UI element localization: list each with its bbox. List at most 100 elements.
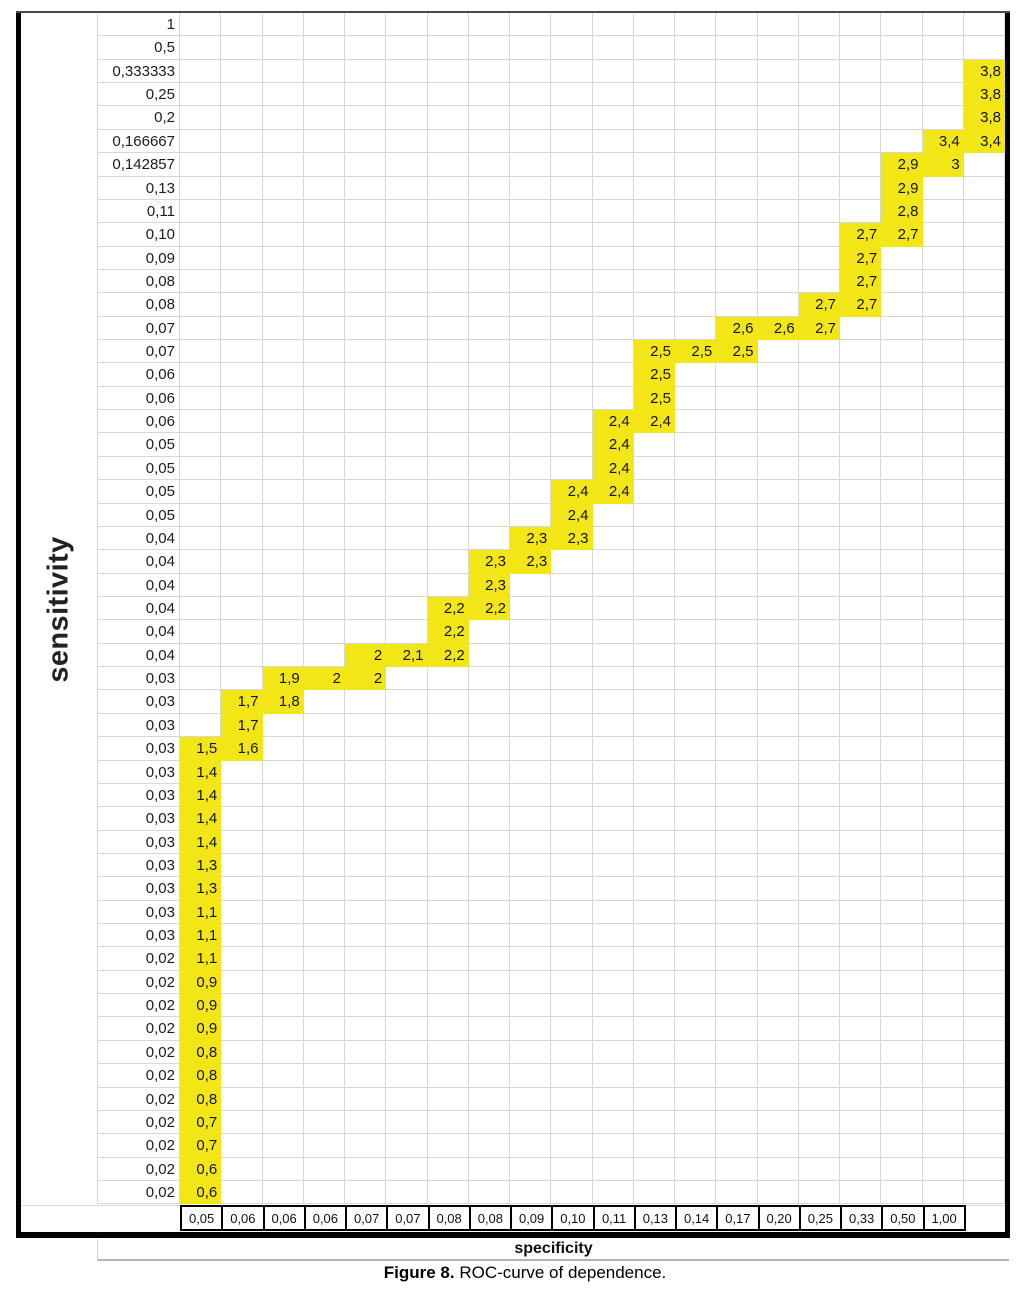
grid-cell <box>180 550 222 574</box>
grid-cell <box>427 456 469 481</box>
roc-step-cell: 2,3 <box>510 550 552 574</box>
grid-cell <box>303 83 345 107</box>
grid-cell <box>345 456 387 481</box>
grid-cell <box>551 176 593 200</box>
grid-cell <box>633 1180 675 1205</box>
grid-cell <box>633 853 675 878</box>
grid-cell <box>840 550 882 574</box>
grid-cell <box>427 550 469 574</box>
grid-cell <box>592 807 634 831</box>
grid-cell <box>303 363 345 387</box>
grid-cell <box>468 807 510 831</box>
grid-cell <box>551 1040 593 1065</box>
grid-cell <box>592 596 634 621</box>
grid-cell <box>180 573 222 597</box>
grid-cell <box>633 1110 675 1135</box>
grid-cell <box>510 1064 552 1088</box>
grid-cell <box>262 760 304 784</box>
grid-cell <box>757 199 799 224</box>
grid-cell <box>633 1040 675 1065</box>
grid-cell <box>963 900 1005 925</box>
roc-step-cell: 0,8 <box>180 1064 222 1088</box>
grid-cell <box>303 503 345 527</box>
grid-cell <box>881 363 923 387</box>
grid-cell <box>922 1134 964 1158</box>
grid-cell <box>551 830 593 854</box>
grid-cell <box>798 807 840 831</box>
grid-cell <box>468 340 510 364</box>
grid-cell <box>675 1017 717 1041</box>
grid-cell <box>180 129 222 154</box>
grid-cell <box>633 970 675 995</box>
grid-cell <box>468 737 510 761</box>
grid-cell <box>221 1110 263 1135</box>
grid-cell <box>386 994 428 1018</box>
grid-cell <box>221 106 263 130</box>
grid-cell <box>675 59 717 84</box>
grid-cell <box>221 1017 263 1041</box>
grid-cell <box>427 1064 469 1088</box>
grid-cell <box>386 690 428 714</box>
roc-step-cell: 2,4 <box>592 456 634 481</box>
grid-cell <box>180 690 222 714</box>
roc-step-cell: 3,4 <box>922 129 964 154</box>
grid-cell <box>840 36 882 60</box>
grid-cell <box>510 269 552 294</box>
grid-cell <box>716 410 758 434</box>
caption-text: ROC-curve of dependence. <box>454 1263 667 1282</box>
grid-cell <box>633 877 675 901</box>
grid-cell <box>840 737 882 761</box>
grid-cell <box>592 853 634 878</box>
grid-cell <box>345 433 387 457</box>
grid-cell <box>345 760 387 784</box>
grid-cell <box>345 994 387 1018</box>
grid-cell <box>468 526 510 551</box>
grid-cell <box>180 363 222 387</box>
grid-cell <box>798 853 840 878</box>
grid-cell <box>963 153 1005 177</box>
grid-cell <box>427 153 469 177</box>
grid-cell <box>840 900 882 925</box>
grid-cell <box>510 1180 552 1205</box>
grid-cell <box>468 316 510 341</box>
grid-cell <box>881 900 923 925</box>
figure-caption: Figure 8. ROC-curve of dependence. <box>30 1263 1020 1283</box>
roc-step-cell: 2,3 <box>468 550 510 574</box>
roc-step-cell: 2,2 <box>468 596 510 621</box>
grid-cell <box>592 293 634 317</box>
grid-cell <box>840 947 882 971</box>
grid-cell <box>840 596 882 621</box>
grid-cell <box>345 106 387 130</box>
grid-cell <box>963 737 1005 761</box>
grid-cell <box>840 526 882 551</box>
grid-cell <box>757 340 799 364</box>
grid-cell <box>386 526 428 551</box>
grid-cell <box>345 1087 387 1111</box>
grid-cell <box>303 456 345 481</box>
grid-cell <box>262 480 304 504</box>
roc-step-cell: 2,3 <box>468 573 510 597</box>
grid-cell <box>757 713 799 738</box>
grid-cell <box>757 106 799 130</box>
grid-cell <box>592 924 634 948</box>
roc-step-cell: 2,4 <box>592 480 634 504</box>
grid-cell <box>427 129 469 154</box>
grid-cell <box>221 1157 263 1181</box>
y-tick-label: 0,02 <box>97 1180 180 1205</box>
grid-cell <box>716 153 758 177</box>
grid-cell <box>716 293 758 317</box>
grid-cell <box>262 877 304 901</box>
y-tick-label: 0,06 <box>97 386 180 411</box>
grid-cell <box>922 223 964 247</box>
x-tick-cell: 0,17 <box>716 1205 760 1231</box>
grid-row: 0,03 1,4 <box>97 807 1005 831</box>
grid-cell <box>757 1087 799 1111</box>
grid-cell <box>881 760 923 784</box>
grid-row: 0,05 2,4 <box>97 433 1005 457</box>
grid-cell <box>345 269 387 294</box>
roc-step-cell: 2,9 <box>881 176 923 200</box>
grid-cell <box>881 410 923 434</box>
grid-cell <box>386 737 428 761</box>
grid-cell <box>221 643 263 668</box>
grid-cell <box>180 83 222 107</box>
